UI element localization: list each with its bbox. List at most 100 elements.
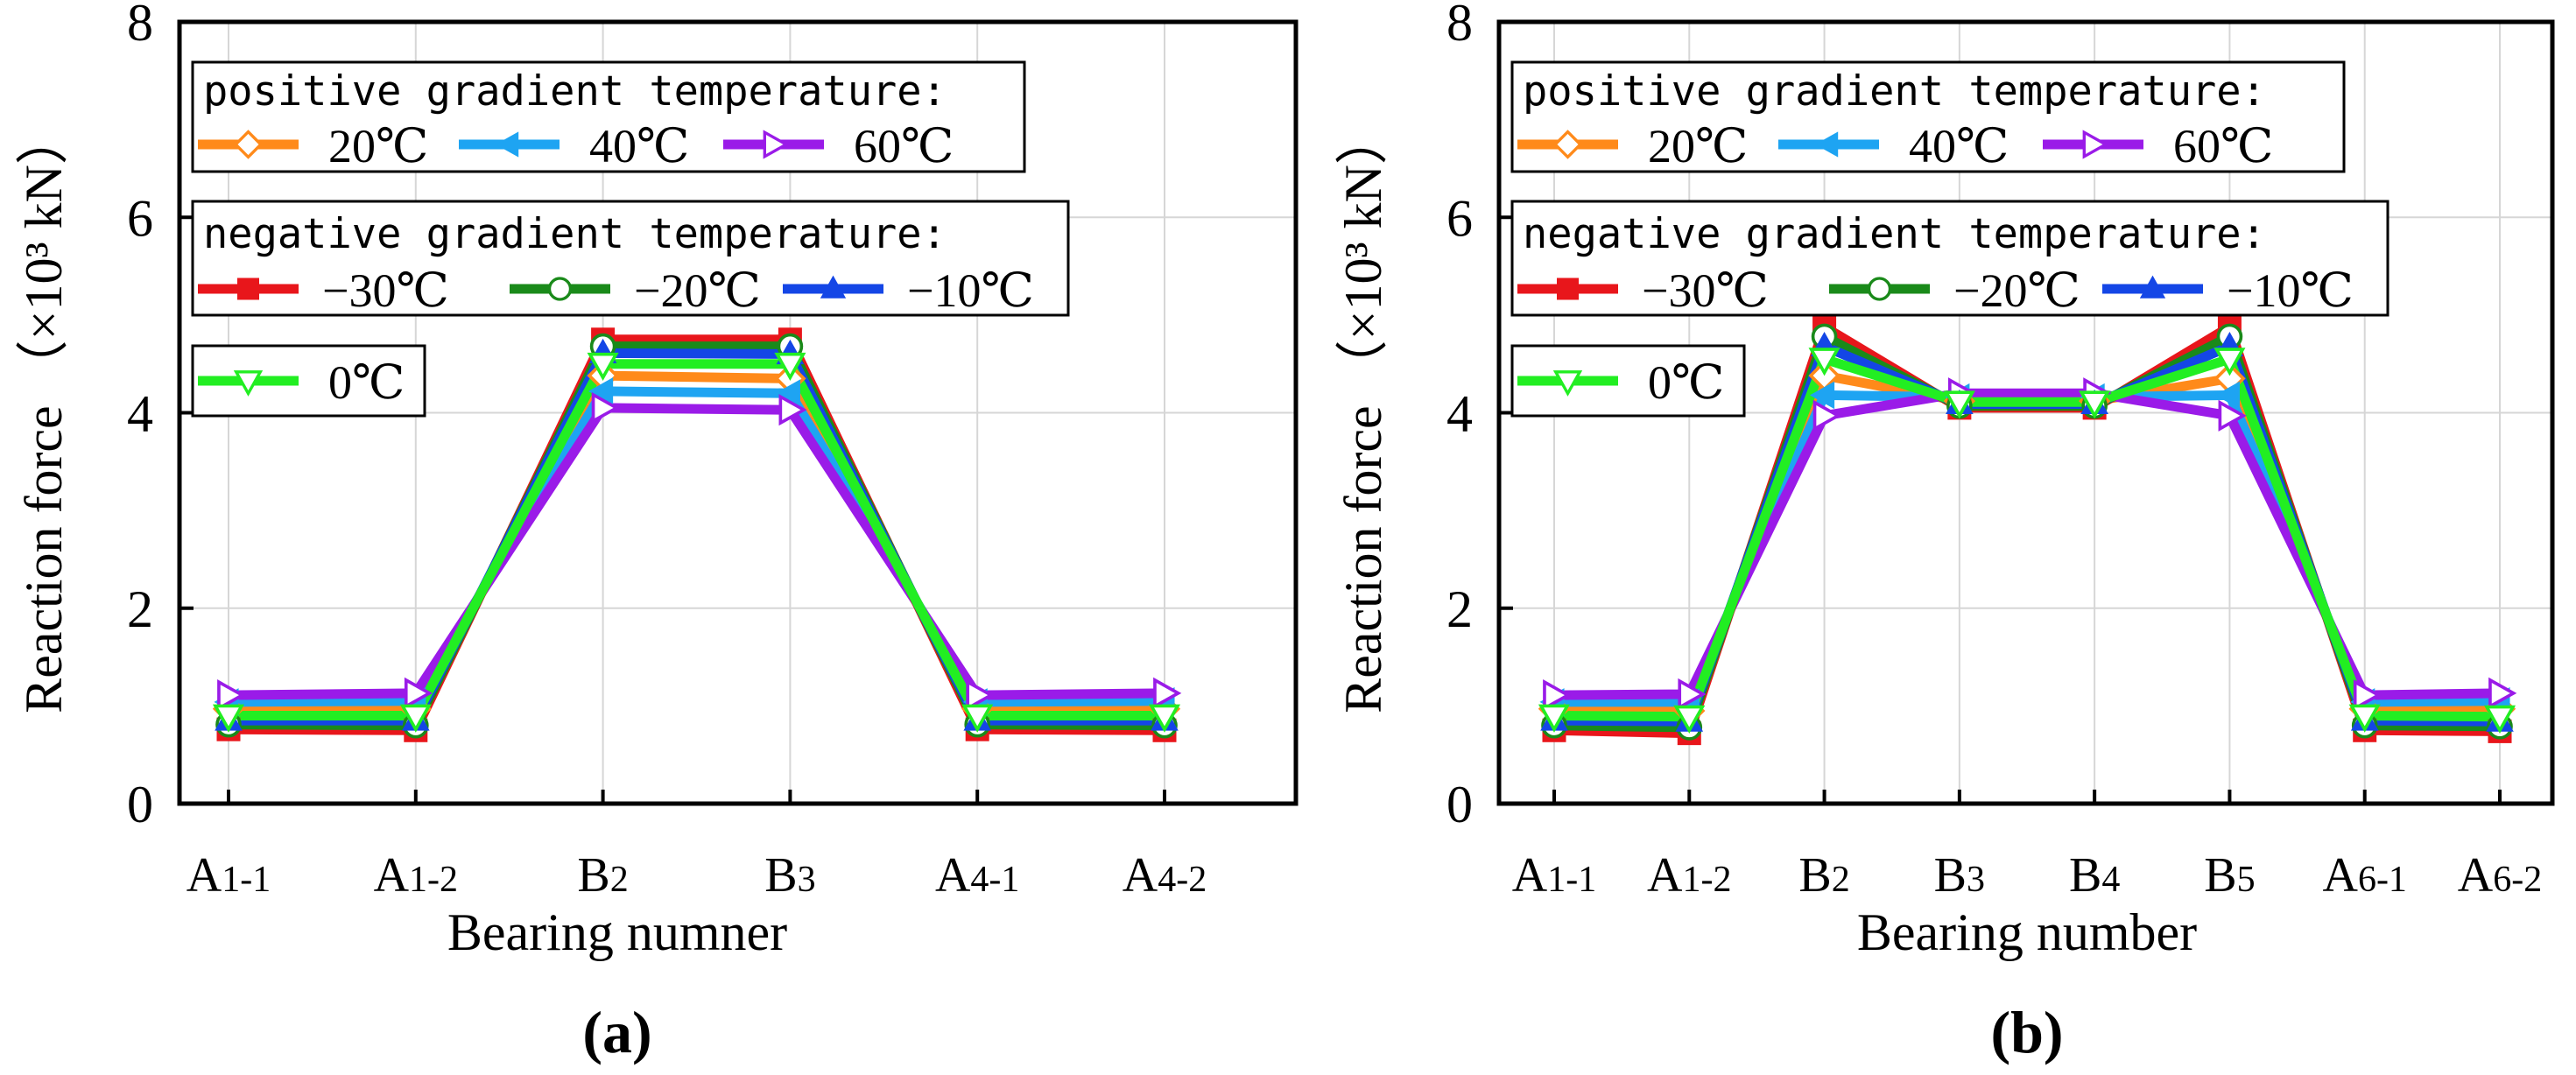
- y-tick-label: 4: [127, 385, 153, 443]
- data-point-pos60: [1812, 399, 1841, 432]
- legend-marker-pos60: [2082, 130, 2109, 159]
- legend-label-pos60: 60℃: [854, 120, 954, 172]
- x-tick-label: A6-1: [2322, 848, 2406, 903]
- series-line-pos20: [1549, 370, 2505, 716]
- data-point-pos60: [404, 677, 433, 709]
- data-point-pos40: [1809, 381, 1835, 410]
- legend-marker-neg20: [1867, 277, 1892, 301]
- data-point-zero: [2214, 348, 2246, 376]
- data-point-zero: [1673, 705, 1706, 734]
- legend-marker-neg30: [1557, 278, 1579, 300]
- x-tick-label: B3: [1934, 848, 1985, 903]
- series-line-pos60: [1549, 388, 2505, 700]
- series-line-zero: [1549, 354, 2505, 722]
- legend-label-neg20: −20℃: [1953, 264, 2080, 317]
- x-tick-label: B5: [2204, 848, 2255, 903]
- series-line-neg10: [223, 348, 1170, 726]
- y-axis-title: Reaction force （×10³ kN）: [15, 112, 73, 713]
- x-axis-title: Bearing numner: [447, 903, 787, 961]
- x-tick-label: A4-2: [1123, 848, 1207, 903]
- legend-zero: 0℃: [1510, 344, 1746, 418]
- y-tick-label: 2: [127, 580, 153, 638]
- legend-label-neg20: −20℃: [634, 264, 761, 317]
- data-point-pos40: [2214, 381, 2240, 410]
- y-tick-label: 6: [1446, 189, 1473, 247]
- series-line-pos60: [223, 403, 1170, 700]
- y-tick-label: 6: [127, 189, 153, 247]
- legend-negative: negative gradient temperature: −30℃ −20℃ −1…: [1510, 200, 2389, 317]
- data-point-zero: [2348, 704, 2381, 733]
- x-tick-label: A4-1: [935, 848, 1019, 903]
- legend-label-zero: 0℃: [328, 356, 405, 409]
- legend-title: positive gradient temperature:: [1523, 67, 2266, 116]
- y-tick-label: 8: [127, 0, 153, 52]
- data-point-zero: [212, 704, 245, 733]
- legend-marker-pos40: [496, 131, 519, 158]
- data-point-zero: [1808, 348, 1841, 376]
- series-group: [1538, 314, 2517, 746]
- data-point-zero: [399, 704, 432, 733]
- y-tick-label: 4: [1446, 385, 1473, 443]
- legend-label-pos40: 40℃: [589, 120, 689, 172]
- data-point-pos60: [1678, 678, 1707, 711]
- legend-box: [1510, 60, 2346, 173]
- legend-marker-neg30: [237, 278, 259, 300]
- legend-box: [191, 200, 1070, 317]
- legend-label-neg10: −10℃: [2227, 264, 2354, 317]
- legend-label-neg10: −10℃: [907, 264, 1034, 317]
- legend-marker-neg10: [2139, 275, 2166, 299]
- legend-marker-pos20: [233, 130, 264, 159]
- data-point-zero: [587, 352, 619, 382]
- legend-title: positive gradient temperature:: [203, 67, 947, 116]
- legend-zero: 0℃: [191, 344, 426, 418]
- data-point-zero: [961, 704, 994, 733]
- x-axis-title: Bearing number: [1857, 903, 2197, 961]
- legend-title: negative gradient temperature:: [1523, 210, 2266, 258]
- legend-box: [191, 60, 1026, 173]
- data-point-pos60: [2218, 399, 2247, 432]
- series-group: [212, 327, 1182, 742]
- legend-positive: positive gradient temperature:20℃ 40℃ 60℃: [1510, 60, 2346, 173]
- legend-label-pos40: 40℃: [1909, 120, 2009, 172]
- x-tick-label: A1-2: [374, 848, 458, 903]
- data-point-pos60: [966, 679, 995, 712]
- panel-label: (a): [582, 999, 651, 1065]
- data-point-zero: [2483, 705, 2516, 734]
- x-tick-label: A1-1: [1512, 848, 1596, 903]
- data-point-zero: [1538, 704, 1571, 733]
- series-line-zero: [223, 359, 1170, 720]
- data-point-pos60: [2488, 677, 2517, 709]
- x-tick-label: B3: [764, 848, 815, 903]
- legend-marker-zero: [1552, 370, 1583, 397]
- series-line-pos20: [223, 370, 1170, 714]
- y-tick-label: 8: [1446, 0, 1473, 52]
- panel-label: (b): [1990, 999, 2063, 1065]
- data-point-pos60: [1543, 679, 1572, 712]
- y-axis-title: Reaction force （×10³ kN）: [1334, 112, 1392, 713]
- chart-panel-b: 0 2 4 6 8 A1-1 A1-2 B2 B3 B4 B5 A6-1 A6-2 Bearing num…: [1334, 0, 2555, 1065]
- data-point-zero: [774, 352, 806, 382]
- legend-label-pos20: 20℃: [328, 120, 428, 172]
- data-point-pos60: [591, 391, 620, 424]
- data-point-pos60: [2353, 679, 2382, 712]
- series-line-neg30: [223, 334, 1170, 735]
- chart-panel-a: 0 2 4 6 8 A1-1 A1-2 B2 B3 A4-1 A4-2 Bearing numner R…: [15, 0, 1299, 1065]
- data-point-zero: [2079, 390, 2111, 419]
- series-line-pos40: [223, 386, 1170, 707]
- data-point-zero: [1148, 704, 1181, 733]
- y-tick-label: 0: [1446, 776, 1473, 833]
- legend-label-pos20: 20℃: [1648, 120, 1748, 172]
- data-point-pos60: [778, 394, 807, 426]
- legend-positive: positive gradient temperature:20℃ 40℃ 60℃: [191, 60, 1026, 173]
- legend-negative: negative gradient temperature: −30℃ −20℃ −1…: [191, 200, 1070, 317]
- x-tick-label: A6-2: [2458, 848, 2542, 903]
- legend-marker-pos20: [1552, 130, 1583, 159]
- legend-label-pos60: 60℃: [2173, 120, 2273, 172]
- legend-label-zero: 0℃: [1648, 356, 1724, 409]
- legend-box: [1510, 200, 2389, 317]
- y-tick-label: 2: [1446, 580, 1473, 638]
- legend-label-neg30: −30℃: [1642, 264, 1769, 317]
- legend-marker-pos40: [1815, 131, 1839, 158]
- data-point-pos60: [217, 679, 246, 712]
